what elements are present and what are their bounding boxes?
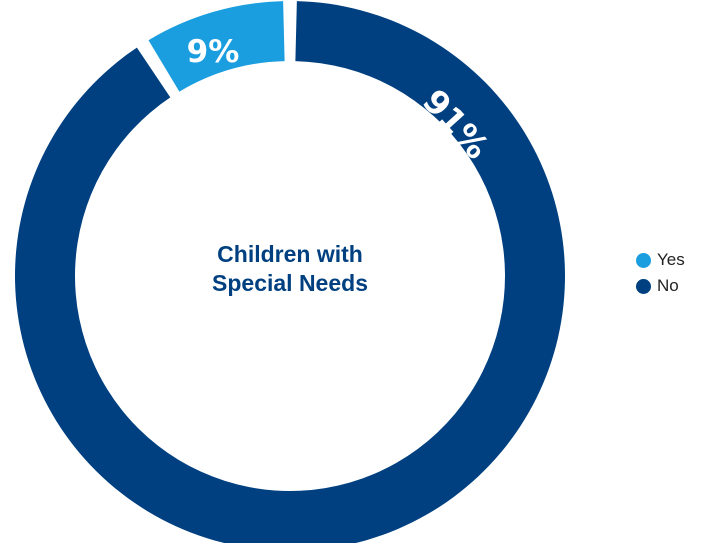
legend-swatch-yes <box>636 252 651 268</box>
legend-item-yes: Yes <box>636 247 685 273</box>
legend-swatch-no <box>636 278 651 294</box>
legend-label-yes: Yes <box>657 250 685 269</box>
legend-label-no: No <box>657 276 679 295</box>
slice-label-yes: 9% <box>187 34 240 70</box>
chart-title: Children with Special Needs <box>155 240 425 298</box>
chart-legend: Yes No <box>636 247 685 299</box>
legend-item-no: No <box>636 273 685 299</box>
chart-title-line-2: Special Needs <box>212 270 368 296</box>
chart-title-line-1: Children with <box>217 241 363 267</box>
donut-slice-yes <box>148 1 285 92</box>
